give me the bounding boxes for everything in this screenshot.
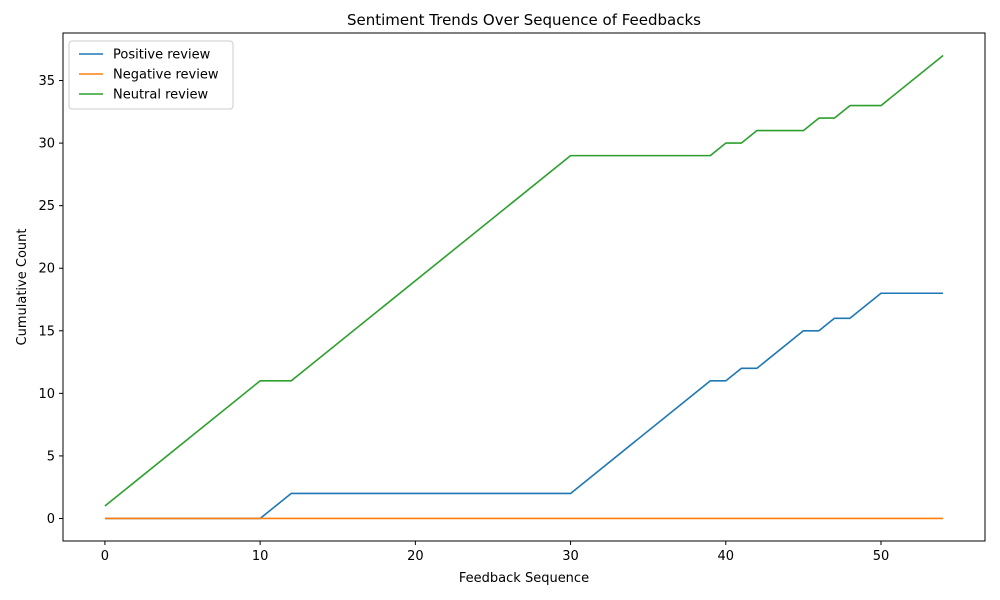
axis-ticks: 0 10 20 30 40 50 0 5 10 15 20 25 30 35 xyxy=(38,74,889,564)
x-tick-label: 0 xyxy=(101,549,109,564)
legend-box xyxy=(68,40,234,110)
x-tick-label: 30 xyxy=(562,549,579,564)
legend-label: Neutral review xyxy=(113,88,208,103)
chart-title: Sentiment Trends Over Sequence of Feedba… xyxy=(347,11,701,29)
y-tick-label: 10 xyxy=(38,387,55,402)
legend: Positive review Negative review Neutral re… xyxy=(68,40,234,110)
series-line-2 xyxy=(104,54,944,507)
y-tick-label: 35 xyxy=(38,74,55,89)
legend-label: Negative review xyxy=(113,68,219,83)
x-axis-label: Feedback Sequence xyxy=(459,571,589,586)
series-line-0 xyxy=(104,292,944,520)
legend-label: Positive review xyxy=(113,48,211,63)
y-tick-label: 15 xyxy=(38,324,55,339)
y-tick-label: 0 xyxy=(47,512,55,527)
y-axis-label: Cumulative Count xyxy=(15,229,30,346)
y-tick-label: 25 xyxy=(38,199,55,214)
y-tick-label: 30 xyxy=(38,137,55,152)
x-tick-label: 40 xyxy=(718,549,735,564)
x-tick-label: 10 xyxy=(252,549,269,564)
plot-frame xyxy=(62,32,986,542)
y-tick-label: 5 xyxy=(47,449,55,464)
x-tick-label: 20 xyxy=(407,549,424,564)
y-tick-label: 20 xyxy=(38,262,55,277)
series-lines xyxy=(104,54,944,520)
x-tick-label: 50 xyxy=(873,549,890,564)
